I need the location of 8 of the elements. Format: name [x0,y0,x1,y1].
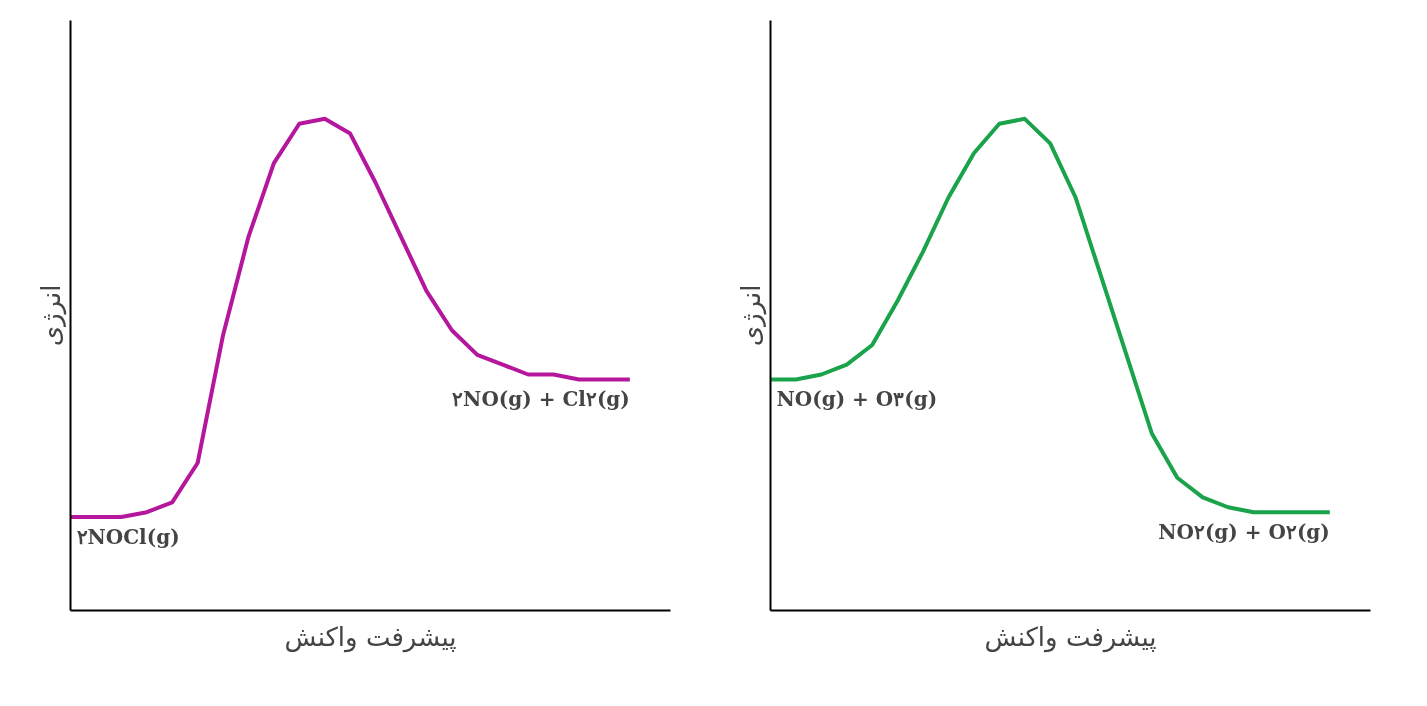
x-axis-title: پیشرفت واکنش [284,621,457,653]
y-axis-title: انرژی [735,284,767,347]
annotation: NO۲(g) + O۲(g) [1158,520,1330,545]
annotation: ۲NO(g) + Cl۲(g) [452,387,630,412]
annotation: NO(g) + O۳(g) [776,387,938,412]
y-axis-title: انرژی [35,284,67,347]
annotation: ۲NOCl(g) [76,525,180,550]
x-axis-title: پیشرفت واکنش [984,621,1157,653]
